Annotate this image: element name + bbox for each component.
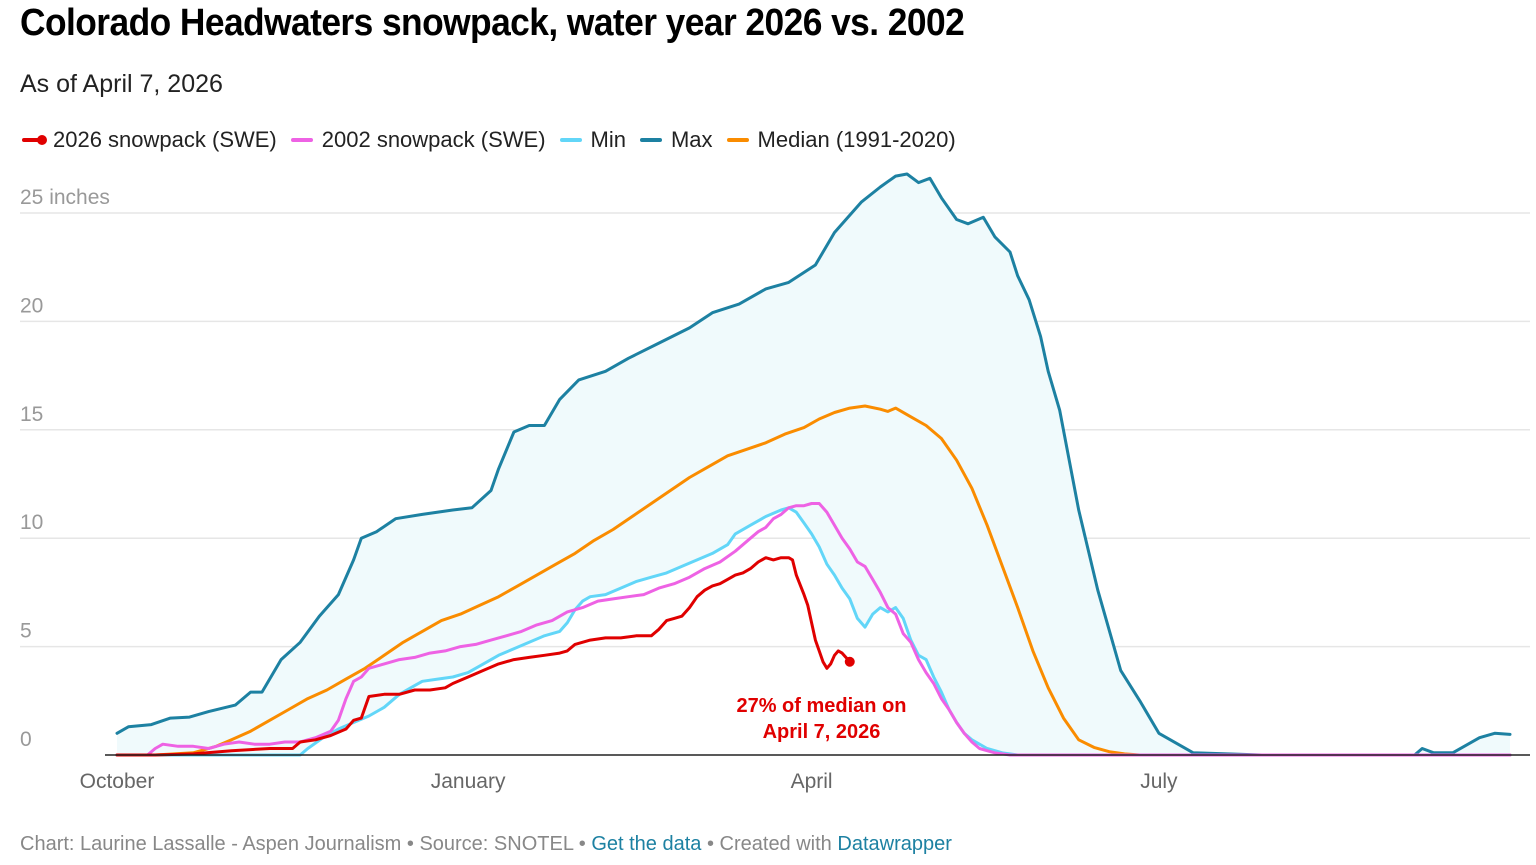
datawrapper-link[interactable]: Datawrapper — [837, 833, 952, 855]
footer-separator: • — [573, 833, 592, 855]
legend-item-median: Median (1991-2020) — [726, 127, 956, 153]
legend-label-median: Median (1991-2020) — [757, 127, 956, 152]
series-2026-line — [115, 556, 852, 757]
series-2026-end-dot — [844, 656, 855, 667]
legend-swatch-2026 — [22, 135, 47, 145]
footer-separator: • — [701, 833, 720, 855]
y-tick-label: 10 — [20, 511, 43, 534]
series-median-line — [115, 404, 1512, 757]
legend-label-2002: 2002 snowpack (SWE) — [321, 127, 546, 152]
annotation-line-1: 27% of median on — [736, 695, 906, 717]
footer-source: Source: SNOTEL — [419, 833, 574, 855]
get-the-data-link[interactable]: Get the data — [591, 833, 702, 855]
legend: 2026 snowpack (SWE) 2002 snowpack (SWE) … — [22, 127, 970, 153]
x-tick-label: July — [1140, 770, 1178, 793]
legend-label-max: Max — [670, 127, 713, 152]
min-max-band — [117, 174, 1510, 755]
series-2002-line — [115, 502, 1512, 757]
x-tick-label: October — [80, 770, 155, 793]
footer-credit: Chart: Laurine Lassalle - Aspen Journali… — [20, 833, 402, 855]
y-tick-label: 15 — [20, 403, 43, 426]
legend-swatch-max — [639, 138, 662, 142]
legend-item-min: Min — [559, 127, 626, 153]
legend-item-max: Max — [639, 127, 713, 153]
legend-item-2026: 2026 snowpack (SWE) — [22, 127, 277, 153]
y-tick-label: 0 — [20, 728, 32, 751]
y-tick-label: 20 — [20, 294, 43, 317]
y-tick-label: 25 inches — [20, 186, 110, 209]
legend-label-min: Min — [590, 127, 626, 152]
x-tick-label: April — [791, 770, 833, 793]
legend-swatch-min — [559, 138, 582, 142]
snowpack-chart: 0 5 10 15 20 25 inches October January April Jul… — [20, 172, 1530, 793]
footer-separator: • — [401, 833, 420, 855]
legend-swatch-median — [726, 138, 749, 142]
chart-title: Colorado Headwaters snowpack, water year… — [20, 2, 965, 44]
series-min-line — [115, 506, 1512, 757]
legend-label-2026: 2026 snowpack (SWE) — [53, 127, 277, 152]
chart-subtitle: As of April 7, 2026 — [20, 70, 223, 98]
series-max-line — [115, 172, 1512, 757]
legend-swatch-2002 — [290, 138, 313, 142]
footer: Chart: Laurine Lassalle - Aspen Journali… — [20, 833, 952, 856]
legend-item-2002: 2002 snowpack (SWE) — [290, 127, 546, 153]
x-tick-label: January — [431, 770, 506, 793]
y-tick-label: 5 — [20, 620, 32, 643]
footer-created-with: Created with — [719, 833, 838, 855]
annotation-line-2: April 7, 2026 — [763, 721, 881, 743]
